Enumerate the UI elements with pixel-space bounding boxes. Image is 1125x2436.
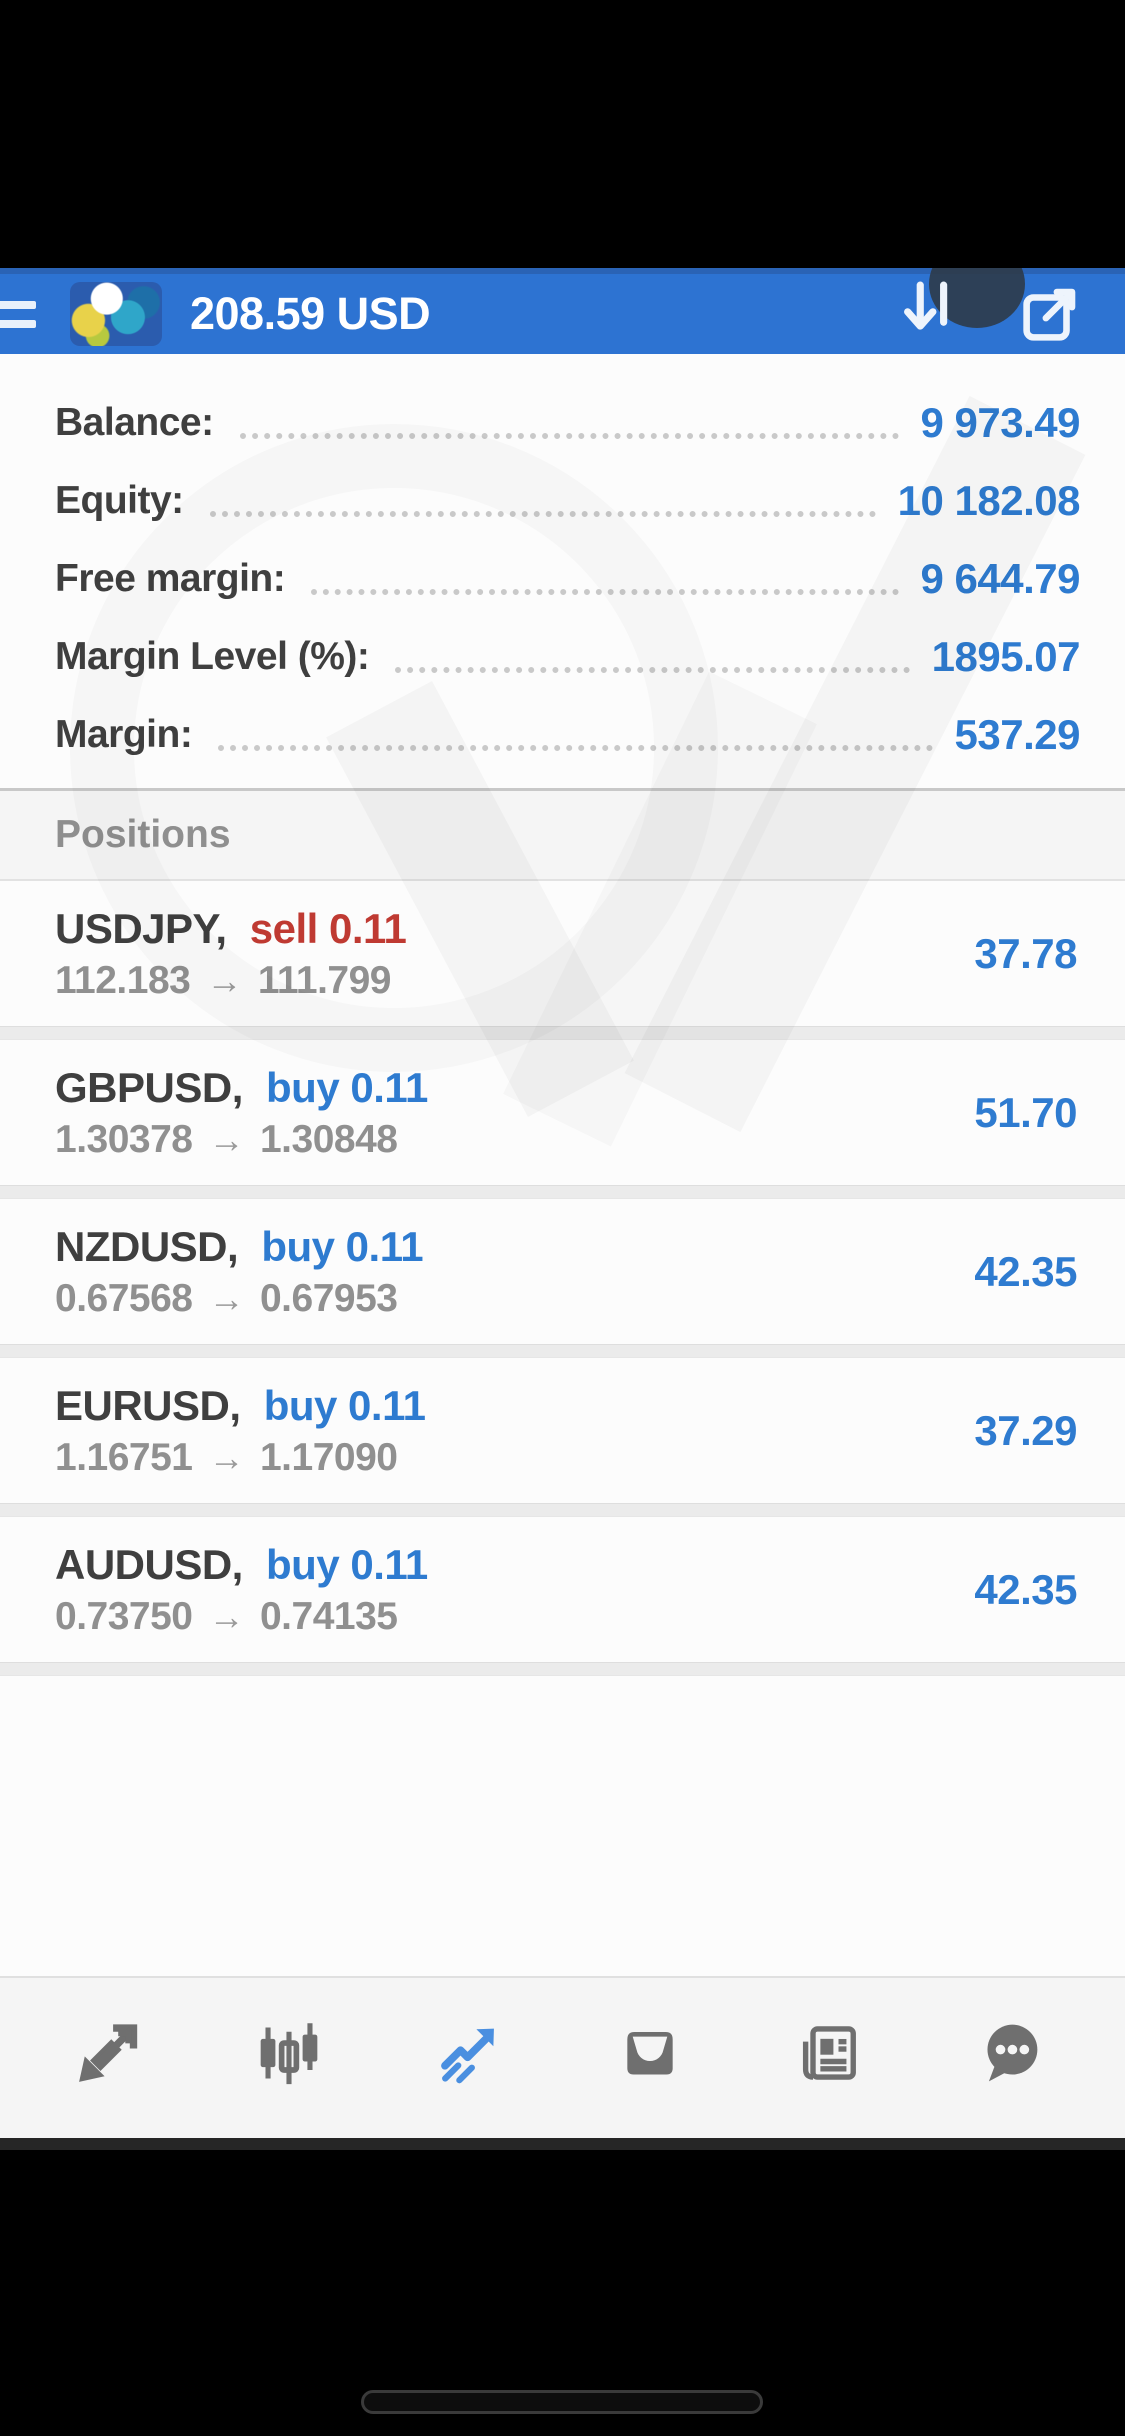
charts-icon[interactable] bbox=[253, 2017, 325, 2089]
chat-icon[interactable] bbox=[975, 2017, 1047, 2089]
account-label: Free margin: bbox=[55, 557, 286, 600]
open-price: 0.73750 bbox=[55, 1594, 193, 1638]
hamburger-icon bbox=[0, 319, 36, 328]
position-prices: 0.73750 → 0.74135 bbox=[55, 1595, 428, 1639]
account-label: Margin: bbox=[55, 713, 193, 756]
position-symbol: USDJPY, bbox=[55, 904, 227, 952]
account-summary: Balance: 9 973.49 Equity: 10 182.08 Free… bbox=[0, 354, 1125, 788]
account-value: 1895.07 bbox=[931, 633, 1081, 680]
row-divider bbox=[0, 1662, 1125, 1676]
sort-arrows-icon[interactable] bbox=[901, 281, 967, 344]
current-price: 0.74135 bbox=[259, 1594, 398, 1638]
dotted-leader bbox=[209, 485, 876, 517]
account-label: Balance: bbox=[55, 401, 214, 444]
app-header: 208.59 USD bbox=[0, 268, 1125, 354]
position-prices: 1.16751 → 1.17090 bbox=[55, 1436, 425, 1480]
trade-icon[interactable] bbox=[433, 2017, 505, 2089]
metatrader-logo bbox=[70, 282, 162, 346]
account-row-equity: Equity: 10 182.08 bbox=[55, 462, 1081, 540]
current-price: 111.799 bbox=[257, 958, 392, 1002]
row-divider bbox=[0, 1503, 1125, 1517]
arrow-right-icon: → bbox=[208, 1118, 244, 1160]
open-price: 1.30378 bbox=[55, 1117, 193, 1161]
position-side-volume: buy 0.11 bbox=[261, 1222, 424, 1270]
mailbox-icon[interactable] bbox=[614, 2017, 686, 2089]
position-prices: 0.67568 → 0.67953 bbox=[55, 1277, 423, 1321]
arrow-right-icon: → bbox=[208, 1277, 244, 1319]
row-divider bbox=[0, 1344, 1125, 1358]
empty-area bbox=[0, 1676, 1125, 1976]
positions-section-label: Positions bbox=[55, 813, 231, 856]
position-side-volume: buy 0.11 bbox=[266, 1063, 428, 1111]
position-profit: 51.70 bbox=[974, 1088, 1077, 1136]
position-side-volume: buy 0.11 bbox=[266, 1540, 428, 1588]
account-label: Equity: bbox=[55, 479, 184, 522]
dotted-leader bbox=[239, 407, 899, 439]
news-icon[interactable] bbox=[794, 2017, 866, 2089]
account-row-margin: Margin: 537.29 bbox=[55, 696, 1081, 774]
position-profit: 42.35 bbox=[974, 1247, 1077, 1295]
current-price: 1.17090 bbox=[259, 1435, 398, 1479]
position-row-gbpusd[interactable]: GBPUSD, buy 0.11 1.30378 → 1.30848 51.70 bbox=[0, 1040, 1125, 1185]
position-symbol: GBPUSD, bbox=[55, 1063, 243, 1111]
dotted-leader bbox=[395, 641, 910, 673]
position-row-audusd[interactable]: AUDUSD, buy 0.11 0.73750 → 0.74135 42.35 bbox=[0, 1517, 1125, 1662]
position-symbol: EURUSD, bbox=[55, 1381, 241, 1429]
metatrader-app: 208.59 USD bbox=[0, 268, 1125, 2150]
arrow-right-icon: → bbox=[206, 959, 242, 1001]
account-label: Margin Level (%): bbox=[55, 635, 370, 678]
share-icon[interactable] bbox=[1017, 284, 1083, 344]
open-price: 0.67568 bbox=[55, 1276, 193, 1320]
dotted-leader bbox=[311, 563, 899, 595]
account-row-free-margin: Free margin: 9 644.79 bbox=[55, 540, 1080, 618]
position-side-volume: sell 0.11 bbox=[249, 904, 407, 952]
position-row-eurusd[interactable]: EURUSD, buy 0.11 1.16751 → 1.17090 37.29 bbox=[0, 1358, 1125, 1503]
current-price: 0.67953 bbox=[259, 1276, 398, 1320]
arrow-right-icon: → bbox=[208, 1436, 244, 1478]
open-price: 1.16751 bbox=[55, 1435, 193, 1479]
account-value: 9 644.79 bbox=[920, 555, 1081, 602]
account-row-balance: Balance: 9 973.49 bbox=[55, 384, 1080, 462]
position-row-usdjpy[interactable]: USDJPY, sell 0.11 112.183 → 111.799 37.7… bbox=[0, 881, 1125, 1026]
position-symbol: AUDUSD, bbox=[55, 1540, 243, 1588]
position-profit: 37.29 bbox=[974, 1406, 1077, 1454]
row-divider bbox=[0, 1026, 1125, 1040]
trade-screen-content: Balance: 9 973.49 Equity: 10 182.08 Free… bbox=[0, 354, 1125, 1976]
screenshot-bottom-edge bbox=[0, 2138, 1125, 2150]
account-row-margin-level: Margin Level (%): 1895.07 bbox=[55, 618, 1081, 696]
bottom-tab-bar bbox=[0, 1976, 1125, 2138]
account-value: 10 182.08 bbox=[897, 477, 1081, 524]
position-symbol: NZDUSD, bbox=[55, 1222, 239, 1270]
current-price: 1.30848 bbox=[259, 1117, 398, 1161]
home-indicator[interactable] bbox=[361, 2390, 763, 2414]
row-divider bbox=[0, 1185, 1125, 1199]
position-row-nzdusd[interactable]: NZDUSD, buy 0.11 0.67568 → 0.67953 42.35 bbox=[0, 1199, 1125, 1344]
account-value: 9 973.49 bbox=[920, 399, 1081, 446]
dotted-leader bbox=[218, 719, 933, 751]
account-value: 537.29 bbox=[954, 711, 1081, 758]
quotes-icon[interactable] bbox=[72, 2017, 144, 2089]
account-balance-title: 208.59 USD bbox=[190, 288, 431, 339]
top-letterbox bbox=[0, 0, 1125, 268]
menu-button[interactable] bbox=[0, 292, 36, 336]
open-price: 112.183 bbox=[55, 958, 191, 1002]
arrow-right-icon: → bbox=[208, 1595, 244, 1637]
position-side-volume: buy 0.11 bbox=[263, 1381, 426, 1429]
positions-section-header: Positions bbox=[0, 788, 1125, 881]
position-prices: 1.30378 → 1.30848 bbox=[55, 1118, 428, 1162]
position-prices: 112.183 → 111.799 bbox=[55, 959, 406, 1003]
position-profit: 42.35 bbox=[974, 1565, 1077, 1613]
hamburger-icon bbox=[0, 300, 36, 309]
position-profit: 37.78 bbox=[974, 929, 1077, 977]
